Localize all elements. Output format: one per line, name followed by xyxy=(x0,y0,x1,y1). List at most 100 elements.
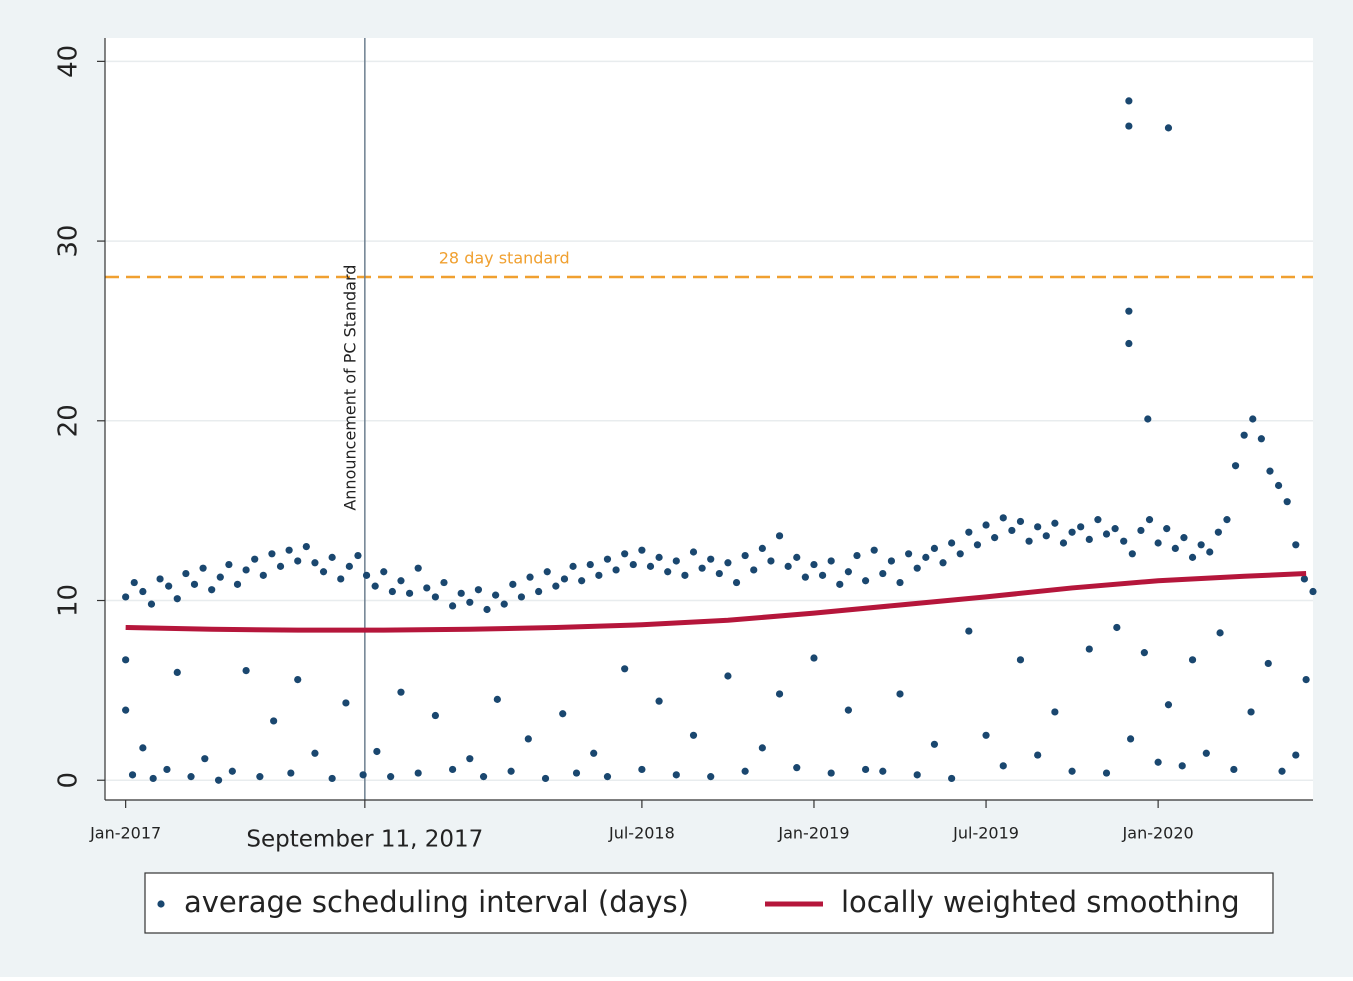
data-point xyxy=(492,591,500,599)
data-point xyxy=(1216,629,1224,637)
data-point xyxy=(922,553,930,561)
data-point xyxy=(793,553,801,561)
data-point xyxy=(328,553,336,561)
data-point xyxy=(646,562,655,570)
data-point xyxy=(526,573,534,581)
smoothing-line xyxy=(125,571,1307,633)
data-point xyxy=(552,582,560,590)
data-point xyxy=(1188,656,1197,664)
data-point xyxy=(1231,462,1240,470)
data-point xyxy=(1025,537,1033,545)
data-point xyxy=(517,593,526,601)
data-point xyxy=(1120,537,1128,545)
data-point xyxy=(457,589,465,597)
data-point xyxy=(930,544,939,552)
data-point xyxy=(999,762,1007,770)
x-tick-label: Jan-2020 xyxy=(1122,824,1194,843)
data-point xyxy=(337,575,345,583)
data-point xyxy=(1292,541,1300,549)
data-point xyxy=(225,560,233,569)
data-point xyxy=(672,771,680,779)
data-point xyxy=(732,578,741,587)
data-point xyxy=(397,577,405,585)
data-point xyxy=(149,774,157,783)
data-point xyxy=(1302,675,1310,684)
data-point xyxy=(466,598,474,606)
data-point xyxy=(965,627,973,635)
data-point xyxy=(559,710,567,718)
data-point xyxy=(681,571,689,579)
legend-label: average scheduling interval (days) xyxy=(184,885,689,919)
data-point xyxy=(844,568,852,576)
data-point xyxy=(810,654,818,662)
data-point xyxy=(1257,435,1265,443)
data-point xyxy=(1164,701,1173,709)
data-point xyxy=(294,557,302,565)
data-point xyxy=(758,744,766,752)
data-point xyxy=(122,706,130,714)
data-point xyxy=(397,688,405,696)
data-point xyxy=(844,706,852,714)
data-point xyxy=(1137,526,1145,535)
data-point xyxy=(560,575,569,583)
axes: 0 10 20 30 40 Jan-2017 September 11, 2017 Jul-2… xyxy=(54,38,1313,853)
data-point xyxy=(1163,525,1171,533)
data-point xyxy=(1264,659,1272,668)
data-point xyxy=(345,562,353,570)
y-tick-label: 0 xyxy=(54,772,84,789)
data-point xyxy=(775,532,784,540)
data-point xyxy=(1180,534,1188,542)
data-point xyxy=(913,771,921,779)
data-point xyxy=(1042,532,1050,540)
data-point xyxy=(991,534,999,542)
data-point xyxy=(405,589,414,597)
data-point xyxy=(590,749,598,757)
data-point xyxy=(1202,749,1210,757)
data-point xyxy=(139,587,147,596)
data-point xyxy=(948,774,956,783)
data-point xyxy=(586,560,594,569)
data-point xyxy=(449,602,457,610)
data-point xyxy=(500,600,508,608)
data-point xyxy=(1178,762,1186,770)
legend-swatch xyxy=(157,900,165,908)
data-point xyxy=(741,767,749,775)
grid xyxy=(105,60,1313,781)
data-point xyxy=(242,566,250,574)
data-point xyxy=(629,560,637,569)
data-point xyxy=(638,546,646,554)
data-point xyxy=(1125,339,1133,348)
y-tick-label: 20 xyxy=(54,404,84,437)
data-point xyxy=(1274,481,1283,490)
data-point xyxy=(1094,516,1102,524)
data-point xyxy=(483,605,491,614)
data-point xyxy=(784,562,792,570)
data-point xyxy=(621,665,629,673)
data-point xyxy=(621,550,629,558)
data-point xyxy=(268,550,276,558)
data-point xyxy=(474,586,483,594)
data-point xyxy=(311,559,319,567)
data-point xyxy=(715,569,723,578)
data-point xyxy=(861,577,870,585)
data-point xyxy=(1102,530,1111,538)
data-point xyxy=(431,593,439,601)
data-point xyxy=(373,747,381,756)
data-point xyxy=(896,690,904,698)
data-point xyxy=(750,566,758,574)
data-point xyxy=(1145,516,1154,524)
data-point xyxy=(973,541,982,549)
data-point xyxy=(913,564,921,572)
data-point xyxy=(672,557,680,565)
data-point xyxy=(879,569,887,578)
data-point xyxy=(342,699,350,707)
data-point xyxy=(1125,307,1133,315)
data-point xyxy=(1008,526,1016,535)
data-point xyxy=(655,697,663,705)
data-point xyxy=(698,564,706,572)
data-point xyxy=(1051,519,1059,527)
data-point xyxy=(165,582,173,590)
data-point xyxy=(1051,708,1059,716)
data-point xyxy=(493,695,501,703)
data-point xyxy=(569,562,577,570)
